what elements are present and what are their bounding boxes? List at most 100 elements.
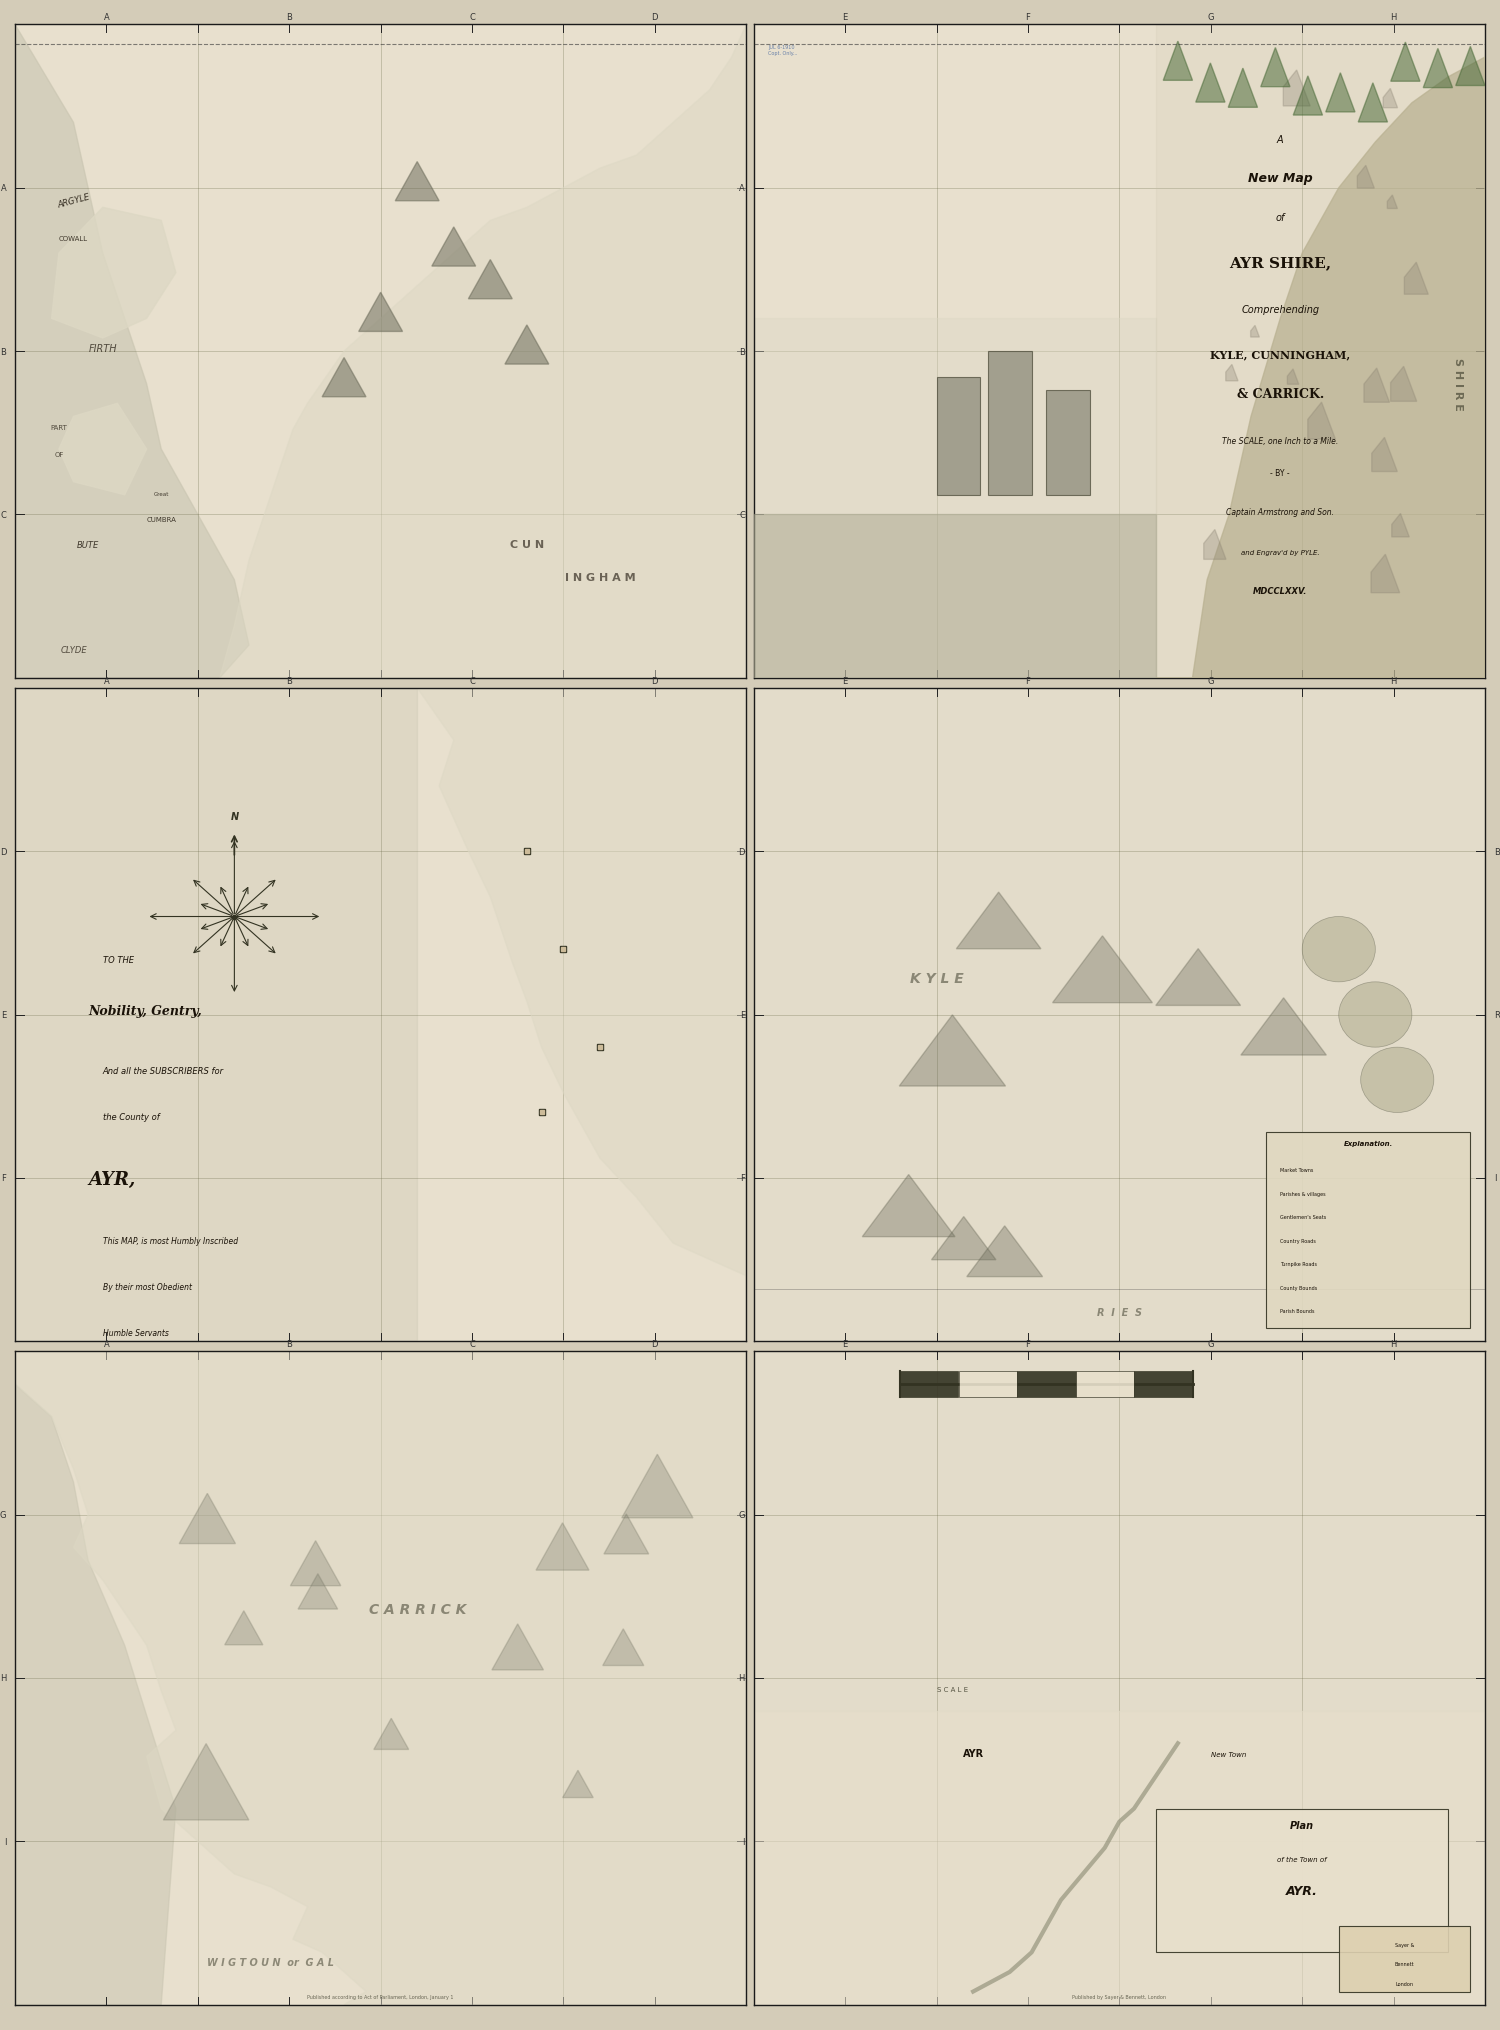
Polygon shape [753, 1711, 1485, 2006]
Text: D: D [651, 12, 658, 22]
Text: TO THE: TO THE [102, 956, 134, 964]
Text: Captain Armstrong and Son.: Captain Armstrong and Son. [1227, 508, 1335, 518]
Polygon shape [1371, 438, 1398, 473]
Polygon shape [1196, 63, 1225, 104]
Text: Published according to Act of Parliament, London, January 1: Published according to Act of Parliament… [308, 1993, 454, 2000]
Polygon shape [396, 162, 439, 201]
Text: & CARRICK.: & CARRICK. [1236, 388, 1324, 400]
Polygon shape [957, 893, 1041, 950]
Text: Published by Sayer & Bennett, London: Published by Sayer & Bennett, London [1072, 1993, 1167, 2000]
Text: W I G T O U N  or  G A L: W I G T O U N or G A L [207, 1957, 334, 1967]
Polygon shape [753, 516, 1156, 678]
Polygon shape [862, 1175, 956, 1236]
Text: E: E [843, 676, 848, 686]
Text: S H I R E: S H I R E [1454, 357, 1462, 410]
Text: H: H [1390, 12, 1396, 22]
Polygon shape [1287, 369, 1299, 386]
Polygon shape [1390, 43, 1420, 81]
Text: Sayer &: Sayer & [1395, 1943, 1414, 1947]
Polygon shape [1308, 402, 1335, 441]
Text: G: G [1208, 676, 1214, 686]
Text: County Bounds: County Bounds [1280, 1285, 1317, 1291]
Text: CLYDE: CLYDE [60, 646, 87, 654]
Text: AYR SHIRE,: AYR SHIRE, [1228, 256, 1332, 270]
Text: AYR,: AYR, [88, 1171, 135, 1190]
Text: C: C [470, 1340, 476, 1348]
Bar [900, 1370, 958, 1397]
Text: Comprehending: Comprehending [1240, 304, 1320, 315]
Polygon shape [432, 227, 476, 268]
Polygon shape [1156, 24, 1485, 678]
Text: E: E [740, 1011, 746, 1019]
Polygon shape [1240, 999, 1326, 1056]
Text: A: A [104, 1340, 110, 1348]
Polygon shape [15, 1352, 747, 2006]
Text: B: B [1494, 847, 1500, 857]
Text: H: H [1390, 676, 1396, 686]
Text: I: I [742, 1837, 746, 1845]
Polygon shape [374, 1719, 408, 1750]
Text: A: A [104, 12, 110, 22]
Polygon shape [178, 1494, 236, 1545]
Polygon shape [1359, 83, 1388, 124]
Text: D: D [651, 676, 658, 686]
Polygon shape [1203, 530, 1225, 560]
Text: I: I [3, 1837, 6, 1845]
Text: D: D [0, 847, 6, 857]
Polygon shape [536, 1522, 590, 1571]
Text: H: H [1390, 1340, 1396, 1348]
Polygon shape [1326, 73, 1354, 114]
Polygon shape [220, 24, 747, 678]
Text: Turnpike Roads: Turnpike Roads [1280, 1263, 1317, 1267]
Bar [1076, 1370, 1134, 1397]
Text: H: H [738, 1673, 746, 1683]
Text: Country Roads: Country Roads [1280, 1238, 1316, 1242]
Text: G: G [0, 1510, 6, 1518]
Text: K Y L E: K Y L E [909, 972, 963, 985]
Text: C: C [0, 512, 6, 520]
Bar [1017, 1370, 1076, 1397]
Text: OF: OF [54, 451, 63, 457]
Text: ARGYLE: ARGYLE [57, 193, 90, 211]
Bar [1047, 392, 1090, 495]
Text: R  I  E  S: R I E S [1096, 1307, 1142, 1317]
Polygon shape [932, 1216, 996, 1261]
Text: D: D [738, 847, 746, 857]
Text: F: F [740, 1173, 746, 1183]
Polygon shape [358, 292, 402, 333]
Text: A: A [104, 676, 110, 686]
Text: London: London [1395, 1981, 1413, 1985]
Polygon shape [417, 688, 747, 1342]
Text: G: G [1208, 1340, 1214, 1348]
Text: B: B [286, 1340, 292, 1348]
Text: S C A L E: S C A L E [936, 1687, 968, 1693]
Text: Parish Bounds: Parish Bounds [1280, 1309, 1314, 1313]
Polygon shape [1156, 950, 1240, 1007]
Polygon shape [1282, 71, 1310, 108]
Polygon shape [1228, 69, 1257, 108]
Polygon shape [1404, 264, 1428, 294]
Polygon shape [298, 1573, 338, 1610]
Text: This MAP, is most Humbly Inscribed: This MAP, is most Humbly Inscribed [102, 1236, 238, 1246]
Text: PART: PART [51, 424, 68, 430]
Text: F: F [1026, 12, 1030, 22]
Polygon shape [1390, 367, 1416, 402]
Text: KYLE, CUNNINGHAM,: KYLE, CUNNINGHAM, [1210, 349, 1350, 361]
Polygon shape [1156, 59, 1485, 678]
Text: New Town: New Town [1212, 1752, 1246, 1758]
Text: of the Town of: of the Town of [1278, 1855, 1328, 1862]
Text: H: H [0, 1673, 6, 1683]
Text: of: of [1275, 213, 1286, 223]
Circle shape [1302, 918, 1376, 983]
Text: Nobility, Gentry,: Nobility, Gentry, [88, 1005, 202, 1017]
Text: AYR.: AYR. [1286, 1884, 1318, 1896]
Bar [958, 1370, 1017, 1397]
Circle shape [1338, 983, 1412, 1047]
Polygon shape [225, 1612, 262, 1644]
Text: B: B [740, 347, 746, 357]
Text: G: G [1208, 12, 1214, 22]
Text: I: I [1494, 1173, 1497, 1183]
Text: E: E [843, 1340, 848, 1348]
Text: C: C [470, 12, 476, 22]
Text: By their most Obedient: By their most Obedient [102, 1283, 192, 1291]
